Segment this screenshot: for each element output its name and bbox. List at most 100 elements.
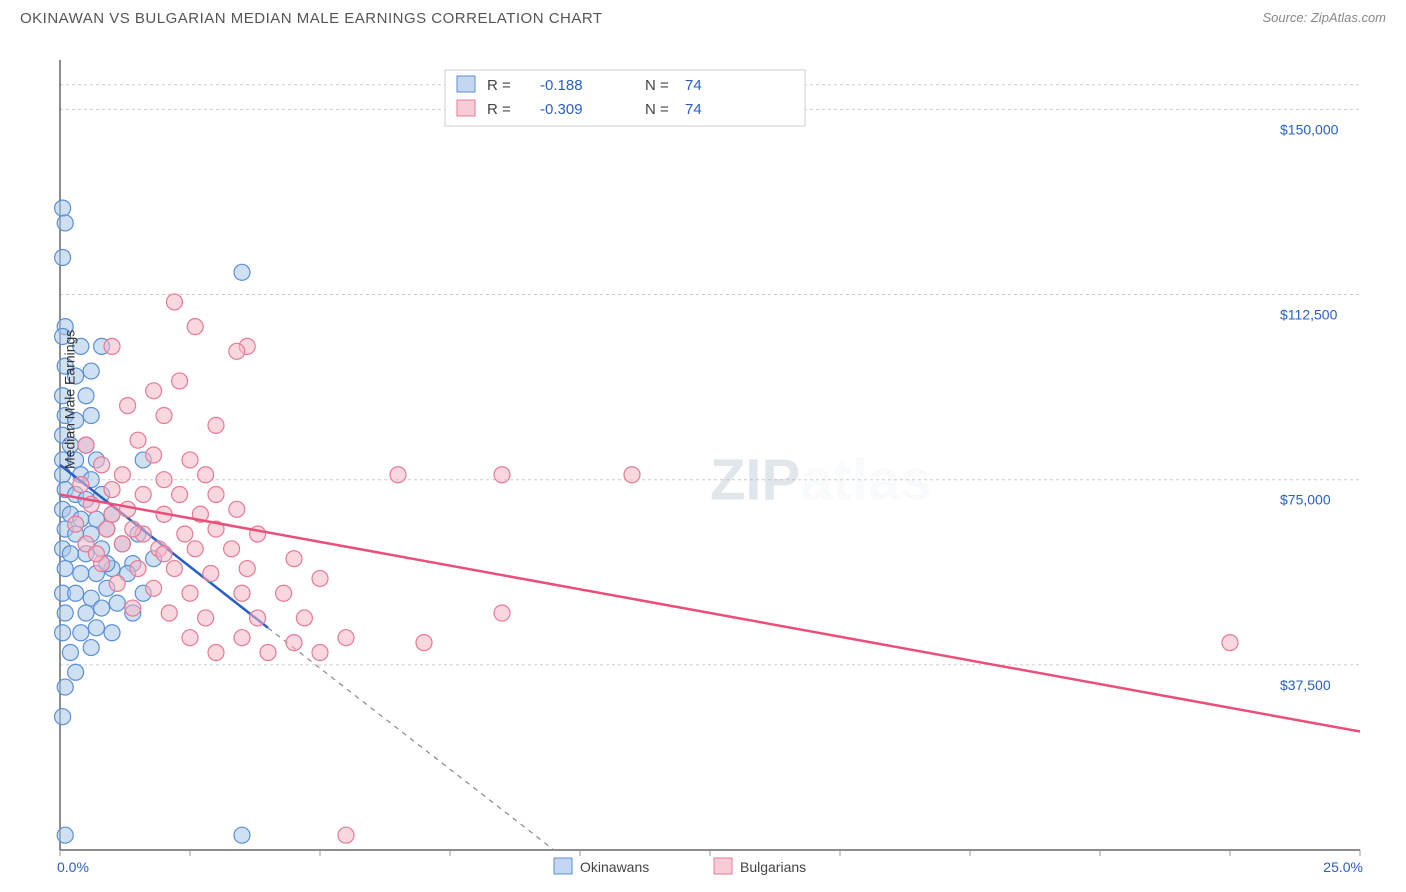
scatter-point [494,605,510,621]
legend-series-name: Okinawans [580,859,649,875]
scatter-point [208,417,224,433]
scatter-point [83,408,99,424]
scatter-point [172,487,188,503]
scatter-point [296,610,312,626]
scatter-point [166,561,182,577]
scatter-point [234,827,250,843]
scatter-point [146,447,162,463]
scatter-point [312,570,328,586]
scatter-point [286,551,302,567]
legend-n-value: 74 [685,101,702,118]
scatter-point [55,467,71,483]
scatter-point [239,561,255,577]
scatter-point [125,521,141,537]
legend-r-value: -0.309 [540,101,583,118]
scatter-point [229,343,245,359]
scatter-point [104,506,120,522]
scatter-point [104,625,120,641]
scatter-point [182,585,198,601]
scatter-point [177,526,193,542]
watermark: ZIPatlas [710,448,932,513]
scatter-point [57,827,73,843]
y-tick-label: $37,500 [1280,677,1331,693]
scatter-point [94,457,110,473]
legend-r-label: R = [487,77,511,94]
scatter-point [114,536,130,552]
y-axis-label: Median Male Earnings [62,330,78,469]
scatter-point [55,250,71,266]
scatter-point [156,408,172,424]
scatter-point [130,432,146,448]
scatter-point [68,585,84,601]
scatter-point [187,541,203,557]
legend-series-name: Bulgarians [740,859,806,875]
y-tick-label: $112,500 [1280,307,1338,323]
scatter-point [88,620,104,636]
scatter-point [83,363,99,379]
legend-n-label: N = [645,101,669,118]
scatter-point [109,575,125,591]
scatter-point [57,561,73,577]
scatter-point [68,664,84,680]
scatter-point [224,541,240,557]
scatter-point [57,215,73,231]
scatter-point [624,467,640,483]
scatter-point [125,600,141,616]
scatter-point [338,827,354,843]
scatter-point [114,467,130,483]
scatter-point [338,630,354,646]
scatter-point [161,605,177,621]
scatter-point [203,566,219,582]
scatter-point [78,388,94,404]
scatter-point [494,467,510,483]
legend-swatch [457,100,475,116]
scatter-point [276,585,292,601]
legend-r-label: R = [487,101,511,118]
scatter-point [260,645,276,661]
correlation-chart: OKINAWAN VS BULGARIAN MEDIAN MALE EARNIN… [10,10,1396,882]
y-tick-label: $150,000 [1280,121,1339,137]
legend-n-value: 74 [685,77,702,94]
scatter-point [120,398,136,414]
scatter-point [250,610,266,626]
legend-swatch [457,76,475,92]
scatter-point [55,625,71,641]
chart-header: OKINAWAN VS BULGARIAN MEDIAN MALE EARNIN… [10,10,1396,40]
chart-svg: $37,500$75,000$112,500$150,000ZIPatlas0.… [10,40,1396,882]
scatter-point [68,516,84,532]
scatter-point [234,585,250,601]
x-tick-label: 0.0% [57,859,89,875]
scatter-point [416,635,432,651]
legend-r-value: -0.188 [540,77,583,94]
legend-swatch [714,858,732,874]
scatter-point [73,477,89,493]
scatter-point [104,338,120,354]
scatter-point [78,437,94,453]
scatter-point [182,452,198,468]
scatter-point [172,373,188,389]
plot-area: Median Male Earnings $37,500$75,000$112,… [10,40,1396,882]
chart-title: OKINAWAN VS BULGARIAN MEDIAN MALE EARNIN… [20,10,603,27]
scatter-point [120,501,136,517]
scatter-point [55,709,71,725]
scatter-point [156,546,172,562]
scatter-point [146,383,162,399]
regression-extrapolation [268,628,554,850]
scatter-point [99,521,115,537]
scatter-point [73,566,89,582]
scatter-point [130,561,146,577]
scatter-point [312,645,328,661]
scatter-point [208,487,224,503]
scatter-point [166,294,182,310]
scatter-point [234,264,250,280]
scatter-point [198,467,214,483]
scatter-point [1222,635,1238,651]
x-tick-label: 25.0% [1323,859,1363,875]
scatter-point [208,645,224,661]
scatter-point [62,645,78,661]
scatter-point [104,482,120,498]
legend-swatch [554,858,572,874]
scatter-point [88,546,104,562]
scatter-point [57,679,73,695]
scatter-point [135,487,151,503]
